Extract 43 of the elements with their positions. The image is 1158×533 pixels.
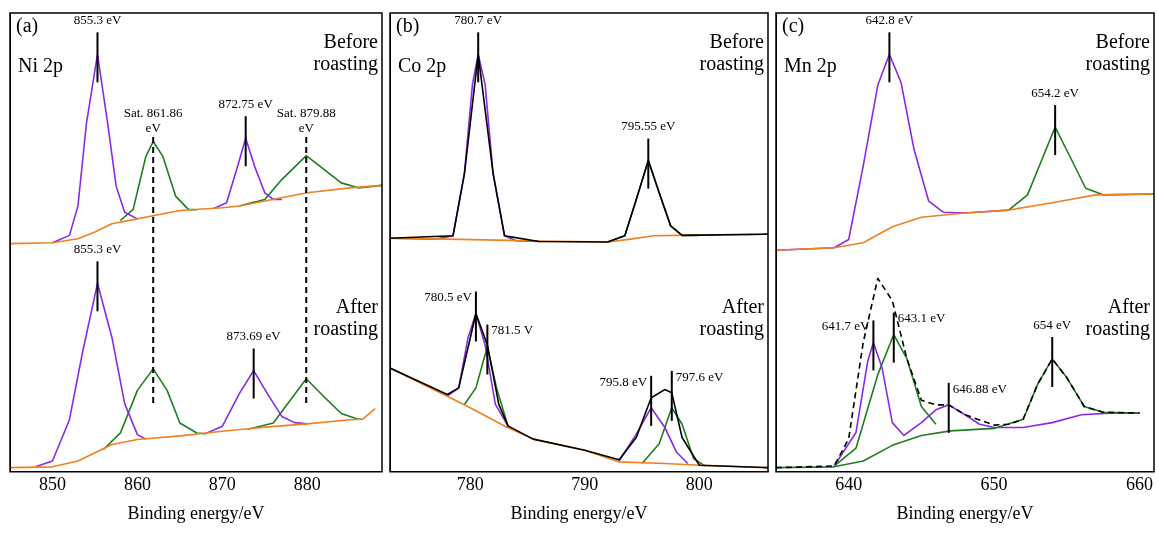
annotation: 646.88 eV (952, 380, 1008, 396)
annotation: Before roasting (1085, 30, 1151, 76)
annotation: 795.55 eV (621, 118, 676, 134)
annotation: 872.75 eV (218, 96, 274, 112)
text: (c) (782, 14, 805, 38)
annotation: Before roasting (313, 30, 379, 76)
annotation: 780.7 eV (454, 12, 503, 28)
annotation: Mn 2p (784, 54, 837, 78)
annotation: 781.5 V (491, 322, 534, 338)
x-tick-label: 870 (208, 474, 236, 495)
annotation: 641.7 eV (821, 318, 871, 334)
ref-line-label: Sat. 879.88 eV (276, 104, 336, 135)
x-axis-title: Binding energy/eV (127, 502, 265, 523)
annotation: 642.8 eV (865, 12, 914, 28)
ref-line-label: Sat. 861.86 eV (123, 104, 184, 135)
annotation: 654 eV (1033, 316, 1072, 332)
text: (a) (16, 14, 39, 38)
annotation: Ni 2p (18, 54, 63, 78)
x-tick-label: 640 (835, 474, 863, 495)
annotation: 780.5 eV (424, 289, 473, 305)
x-tick-label: 850 (38, 474, 66, 495)
annotation: 855.3 eV (73, 12, 122, 28)
x-axis-title: Binding energy/eV (510, 502, 648, 523)
x-tick-label: 860 (123, 474, 151, 495)
x-tick-label: 650 (980, 474, 1008, 495)
x-tick-label: 780 (456, 474, 484, 495)
text: (b) (396, 14, 420, 38)
annotation: 873.69 eV (226, 328, 282, 344)
x-tick-label: 790 (571, 474, 599, 495)
annotation: Co 2p (398, 54, 447, 78)
annotation: Before roasting (699, 30, 765, 76)
annotation: 855.3 eV (73, 241, 122, 257)
x-tick-label: 800 (685, 474, 713, 495)
x-tick-label: 880 (293, 474, 321, 495)
annotation: 654.2 eV (1031, 85, 1080, 100)
x-axis-title: Binding energy/eV (896, 502, 1034, 523)
annotation: After roasting (313, 294, 379, 340)
annotation: 795.8 eV (599, 373, 648, 389)
annotation: 643.1 eV (897, 310, 947, 326)
annotation: After roasting (1085, 294, 1151, 340)
annotation: After roasting (699, 294, 765, 340)
annotation: 797.6 eV (675, 368, 725, 384)
x-tick-label: 660 (1125, 474, 1153, 495)
